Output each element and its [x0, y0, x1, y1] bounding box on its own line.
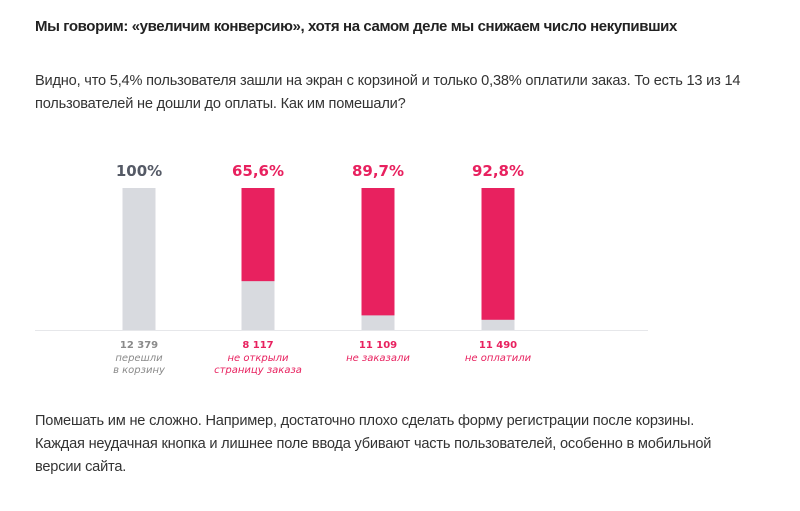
category-label: не открыли — [228, 353, 289, 364]
category-label: в корзину — [113, 365, 166, 376]
bar-base — [122, 188, 156, 330]
bar-dropoff — [481, 188, 515, 320]
count-label: 11 109 — [359, 340, 397, 351]
intro-paragraph: Видно, что 5,4% пользователя зашли на эк… — [35, 73, 741, 112]
outro-paragraph: Помешать им не сложно. Например, достато… — [35, 413, 712, 475]
category-label: не оплатили — [465, 353, 532, 364]
percent-label: 65,6% — [232, 162, 284, 180]
count-label: 11 490 — [479, 340, 517, 351]
percent-label: 89,7% — [352, 162, 404, 180]
count-label: 12 379 — [120, 340, 158, 351]
category-label: страницу заказа — [214, 365, 302, 376]
bar-dropoff — [241, 188, 275, 282]
category-label: не заказали — [346, 353, 410, 364]
bar-dropoff — [361, 188, 395, 316]
category-label: перешли — [115, 353, 163, 364]
count-label: 8 117 — [242, 340, 273, 351]
percent-label: 92,8% — [472, 162, 524, 180]
percent-label: 100% — [116, 162, 162, 180]
section-title: Мы говорим: «увеличим конверсию», хотя н… — [35, 18, 677, 35]
